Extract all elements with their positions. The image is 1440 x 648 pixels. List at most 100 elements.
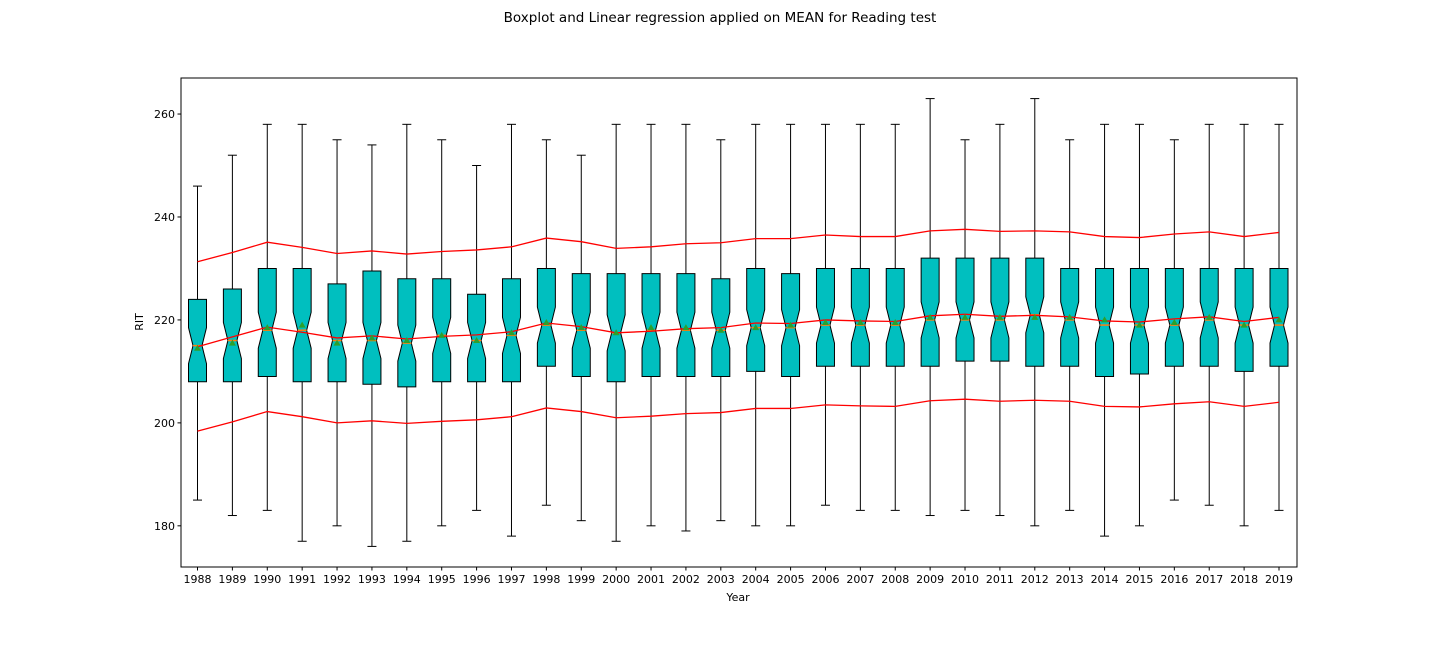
mean-marker bbox=[1170, 319, 1178, 325]
x-tick-label: 1998 bbox=[532, 573, 560, 586]
x-tick-label: 2015 bbox=[1125, 573, 1153, 586]
x-tick-label: 2016 bbox=[1160, 573, 1188, 586]
mean-marker bbox=[577, 324, 585, 331]
y-tick-label: 180 bbox=[154, 520, 175, 533]
mean-marker bbox=[682, 324, 690, 331]
mean-marker bbox=[1205, 313, 1213, 320]
x-axis-label: Year bbox=[725, 591, 750, 604]
x-tick-label: 1989 bbox=[218, 573, 246, 586]
x-tick-label: 2010 bbox=[951, 573, 979, 586]
mean-marker bbox=[856, 319, 864, 325]
mean-marker bbox=[787, 321, 795, 328]
regression-line-2 bbox=[197, 398, 1280, 432]
box-1994 bbox=[397, 278, 417, 388]
mean-marker bbox=[1240, 321, 1248, 328]
box-1995 bbox=[432, 278, 452, 383]
mean-marker bbox=[891, 319, 899, 325]
box-1990 bbox=[257, 267, 277, 378]
mean-marker bbox=[438, 331, 446, 338]
x-tick-label: 2012 bbox=[1021, 573, 1049, 586]
mean-marker bbox=[473, 337, 481, 344]
x-tick-label: 2019 bbox=[1265, 573, 1293, 586]
x-tick-label: 2013 bbox=[1056, 573, 1084, 586]
markers-group bbox=[194, 313, 1283, 351]
mean-marker bbox=[926, 313, 934, 320]
y-tick-label: 260 bbox=[154, 108, 175, 121]
x-tick-label: 1997 bbox=[497, 573, 525, 586]
box-2011 bbox=[990, 257, 1010, 362]
box-2016 bbox=[1164, 267, 1184, 367]
mean-marker bbox=[1101, 316, 1109, 323]
x-tick-label: 1996 bbox=[463, 573, 491, 586]
box-2004 bbox=[746, 267, 766, 372]
box-1993 bbox=[362, 270, 382, 385]
mean-marker bbox=[228, 339, 236, 346]
box-2008 bbox=[885, 267, 905, 367]
mean-marker bbox=[752, 324, 760, 331]
mean-marker bbox=[298, 321, 306, 328]
mean-marker bbox=[263, 324, 271, 331]
box-2007 bbox=[850, 267, 870, 367]
x-tick-label: 2017 bbox=[1195, 573, 1223, 586]
mean-marker bbox=[717, 326, 725, 333]
mean-marker bbox=[1031, 313, 1039, 320]
box-2015 bbox=[1129, 267, 1149, 375]
x-tick-label: 1990 bbox=[253, 573, 281, 586]
mean-marker bbox=[507, 329, 515, 336]
x-tick-label: 2008 bbox=[881, 573, 909, 586]
mean-marker bbox=[403, 337, 411, 344]
x-tick-label: 1995 bbox=[428, 573, 456, 586]
x-tick-label: 2014 bbox=[1091, 573, 1119, 586]
box-2010 bbox=[955, 257, 975, 362]
y-axis-label: RIT bbox=[133, 313, 146, 331]
x-tick-label: 2003 bbox=[707, 573, 735, 586]
x-tick-label: 1994 bbox=[393, 573, 421, 586]
y-axis: 180 200 220 240 260 bbox=[154, 108, 181, 533]
x-tick-label: 2000 bbox=[602, 573, 630, 586]
mean-marker bbox=[961, 313, 969, 320]
box-1992 bbox=[327, 283, 347, 383]
x-tick-label: 2007 bbox=[846, 573, 874, 586]
box-1998 bbox=[536, 267, 556, 367]
x-tick-label: 1992 bbox=[323, 573, 351, 586]
regression-line-1 bbox=[197, 313, 1280, 348]
box-2009 bbox=[920, 257, 940, 367]
mean-marker bbox=[333, 339, 341, 346]
y-tick-label: 200 bbox=[154, 417, 175, 430]
mean-marker bbox=[612, 329, 620, 336]
mean-marker bbox=[1135, 321, 1143, 328]
mean-marker bbox=[368, 334, 376, 341]
regression-lines-group bbox=[197, 228, 1280, 432]
mean-marker bbox=[1066, 313, 1074, 320]
x-tick-label: 1999 bbox=[567, 573, 595, 586]
box-1989 bbox=[222, 288, 242, 383]
box-2014 bbox=[1095, 267, 1115, 378]
x-tick-label: 1988 bbox=[184, 573, 212, 586]
x-tick-label: 1991 bbox=[288, 573, 316, 586]
x-tick-label: 2006 bbox=[811, 573, 839, 586]
mean-marker bbox=[542, 319, 550, 325]
x-tick-label: 2001 bbox=[637, 573, 665, 586]
x-tick-label: 1993 bbox=[358, 573, 386, 586]
y-tick-label: 220 bbox=[154, 314, 175, 327]
mean-marker bbox=[821, 319, 829, 325]
mean-marker bbox=[1275, 316, 1283, 323]
x-tick-label: 2002 bbox=[672, 573, 700, 586]
x-tick-label: 2005 bbox=[777, 573, 805, 586]
x-tick-label: 2011 bbox=[986, 573, 1014, 586]
box-2000 bbox=[606, 273, 626, 383]
box-2018 bbox=[1234, 267, 1254, 372]
plot-area bbox=[180, 77, 1298, 568]
x-tick-label: 2009 bbox=[916, 573, 944, 586]
x-tick-label: 2004 bbox=[742, 573, 770, 586]
box-1988 bbox=[188, 298, 207, 383]
x-axis: 1988 1989 1990 1991 1992 1993 1994 1995 1996 1997… bbox=[184, 567, 1293, 586]
regression-line-0 bbox=[197, 228, 1280, 263]
y-tick-label: 240 bbox=[154, 211, 175, 224]
mean-marker bbox=[194, 344, 201, 351]
mean-marker bbox=[996, 313, 1004, 320]
chart-title: Boxplot and Linear regression applied on… bbox=[503, 10, 937, 26]
box-2006 bbox=[815, 267, 835, 367]
